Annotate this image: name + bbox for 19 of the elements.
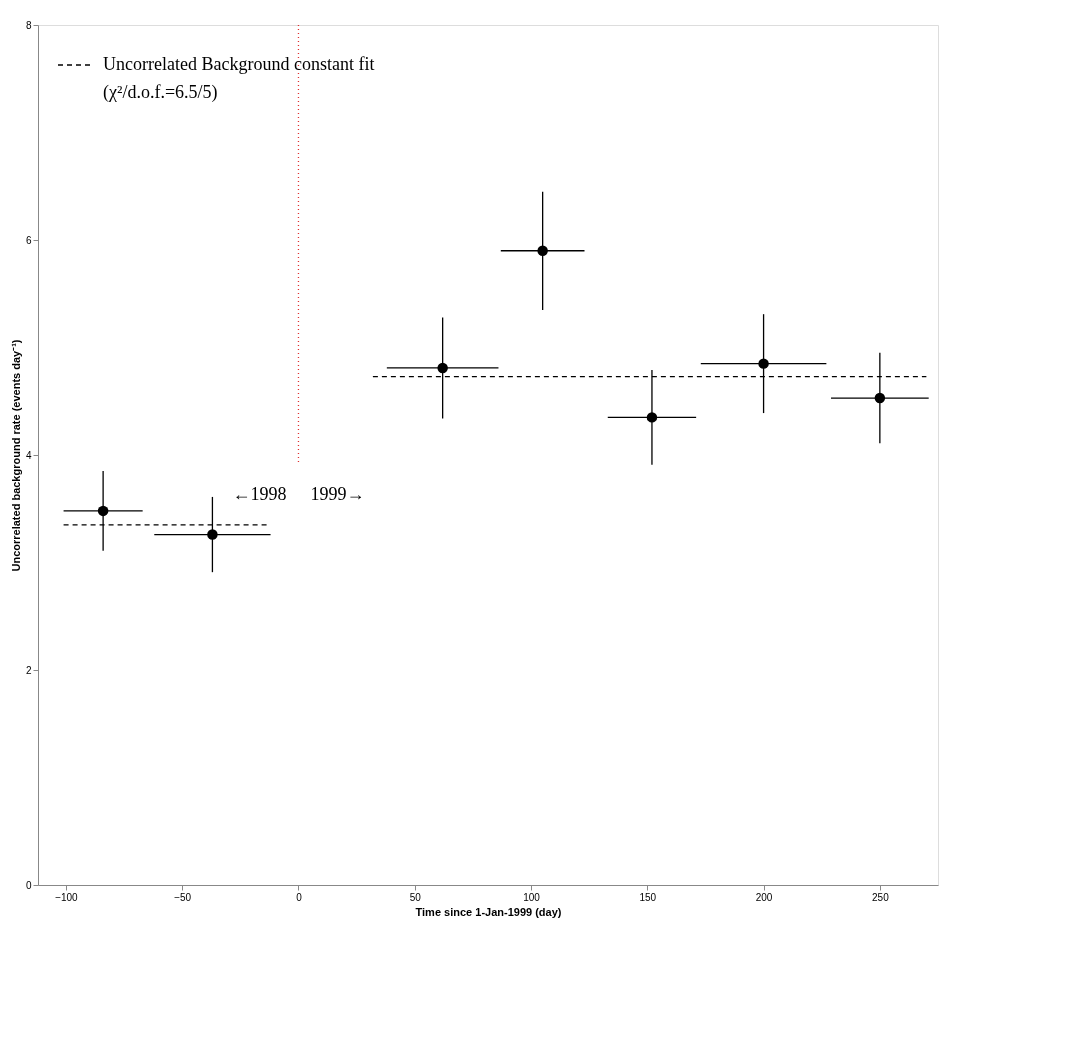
x-tick-label: 200 [755, 891, 773, 903]
y-tick-label: 4 [25, 449, 32, 461]
y-tick-label: 8 [25, 19, 32, 31]
legend-label: Uncorrelated Background constant fit [103, 54, 375, 74]
annotation: ←1998 [232, 484, 287, 504]
y-tick-label: 2 [25, 664, 32, 676]
annotation: 1999→ [310, 484, 365, 504]
x-tick-label: 50 [409, 891, 422, 903]
x-tick-label: 150 [639, 891, 657, 903]
x-axis-title: Time since 1-Jan-1999 (day) [415, 905, 562, 918]
x-tick-label: −100 [55, 891, 79, 903]
y-tick-label: 0 [25, 879, 32, 891]
annotation: (χ²/d.o.f.=6.5/5) [103, 82, 218, 103]
y-axis-title: Uncorrelated background rate (events day⁻¹) [9, 339, 22, 572]
x-tick-label: 100 [523, 891, 541, 903]
x-tick-label: −50 [174, 891, 192, 903]
y-tick-label: 6 [25, 234, 32, 246]
x-tick-label: 0 [296, 891, 303, 903]
x-tick-label: 250 [872, 891, 890, 903]
